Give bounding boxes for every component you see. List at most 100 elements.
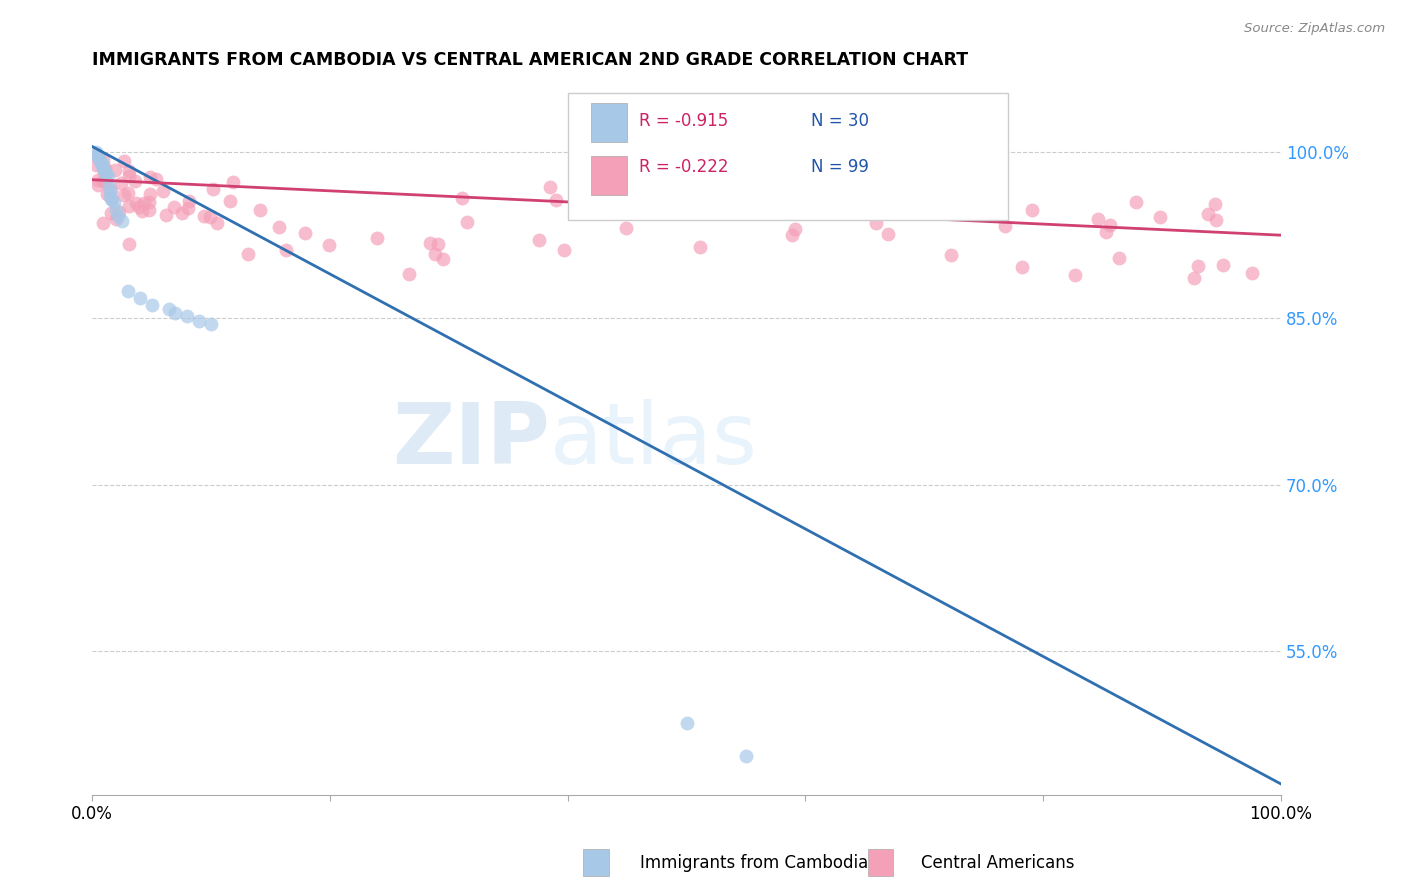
Point [865, 216, 887, 230]
Point [90, 156, 112, 170]
Text: R = -0.222: R = -0.222 [638, 158, 728, 176]
Point [1197, 207, 1219, 221]
Point [617, 141, 640, 155]
Point [90, 158, 112, 172]
FancyBboxPatch shape [568, 93, 1008, 220]
Point [152, 185, 174, 199]
Point [96, 167, 118, 181]
Point [177, 201, 200, 215]
Point [94, 165, 117, 179]
Point [93, 162, 115, 177]
Point [100, 192, 122, 206]
Point [87, 173, 110, 187]
Point [138, 203, 160, 218]
FancyBboxPatch shape [592, 156, 627, 195]
Point [553, 243, 575, 257]
Point [86, 147, 108, 161]
Point [675, 716, 697, 731]
Point [165, 306, 187, 320]
Point [193, 210, 215, 224]
Point [117, 284, 139, 298]
Point [205, 215, 228, 229]
Point [118, 169, 141, 183]
Point [132, 195, 155, 210]
Point [735, 749, 758, 764]
Point [1021, 203, 1043, 218]
Point [655, 175, 678, 189]
Point [294, 227, 316, 241]
Point [939, 248, 962, 262]
Point [114, 188, 136, 202]
Text: N = 99: N = 99 [811, 158, 869, 176]
Point [318, 238, 340, 252]
Point [222, 175, 245, 189]
Point [1087, 212, 1109, 227]
Point [773, 199, 796, 213]
Point [785, 222, 807, 236]
Point [1064, 268, 1087, 283]
Point [236, 247, 259, 261]
Point [546, 194, 568, 208]
Point [567, 193, 589, 207]
Point [124, 174, 146, 188]
Text: R = -0.915: R = -0.915 [638, 112, 728, 130]
Point [89, 153, 111, 168]
Point [423, 247, 446, 261]
Point [456, 214, 478, 228]
Point [87, 149, 110, 163]
Point [1011, 260, 1033, 274]
Point [100, 183, 122, 197]
Point [837, 184, 859, 198]
Point [111, 214, 134, 228]
Point [94, 174, 117, 188]
Point [84, 145, 107, 159]
Point [145, 172, 167, 186]
Point [141, 298, 163, 312]
Point [131, 204, 153, 219]
Point [623, 197, 645, 211]
Point [177, 194, 200, 209]
Point [155, 208, 177, 222]
Point [139, 170, 162, 185]
Point [138, 187, 160, 202]
Point [98, 189, 121, 203]
Point [200, 211, 222, 225]
Point [249, 202, 271, 217]
Point [104, 212, 127, 227]
Point [93, 173, 115, 187]
Point [276, 243, 298, 257]
Point [427, 236, 450, 251]
Point [117, 186, 139, 200]
Point [100, 205, 122, 219]
Point [994, 219, 1017, 234]
Point [104, 162, 127, 177]
Text: IMMIGRANTS FROM CAMBODIA VS CENTRAL AMERICAN 2ND GRADE CORRELATION CHART: IMMIGRANTS FROM CAMBODIA VS CENTRAL AMER… [93, 51, 969, 69]
Point [91, 153, 114, 168]
Point [125, 195, 148, 210]
Point [202, 181, 225, 195]
Point [527, 233, 550, 247]
Point [104, 202, 127, 217]
Point [84, 158, 107, 172]
Text: N = 30: N = 30 [811, 112, 869, 130]
Point [219, 194, 242, 208]
Point [112, 153, 135, 168]
Point [93, 216, 115, 230]
Point [1240, 266, 1263, 280]
Point [451, 191, 474, 205]
Point [538, 179, 561, 194]
Text: atlas: atlas [550, 399, 758, 482]
Point [267, 219, 290, 234]
Point [904, 193, 927, 207]
Point [118, 199, 141, 213]
Point [432, 252, 454, 266]
Point [101, 192, 124, 206]
Point [94, 161, 117, 176]
Point [398, 267, 420, 281]
Point [866, 187, 889, 202]
Point [118, 237, 141, 252]
Point [98, 184, 121, 198]
Text: ZIP: ZIP [392, 399, 550, 482]
Point [97, 178, 120, 193]
Point [108, 205, 131, 219]
